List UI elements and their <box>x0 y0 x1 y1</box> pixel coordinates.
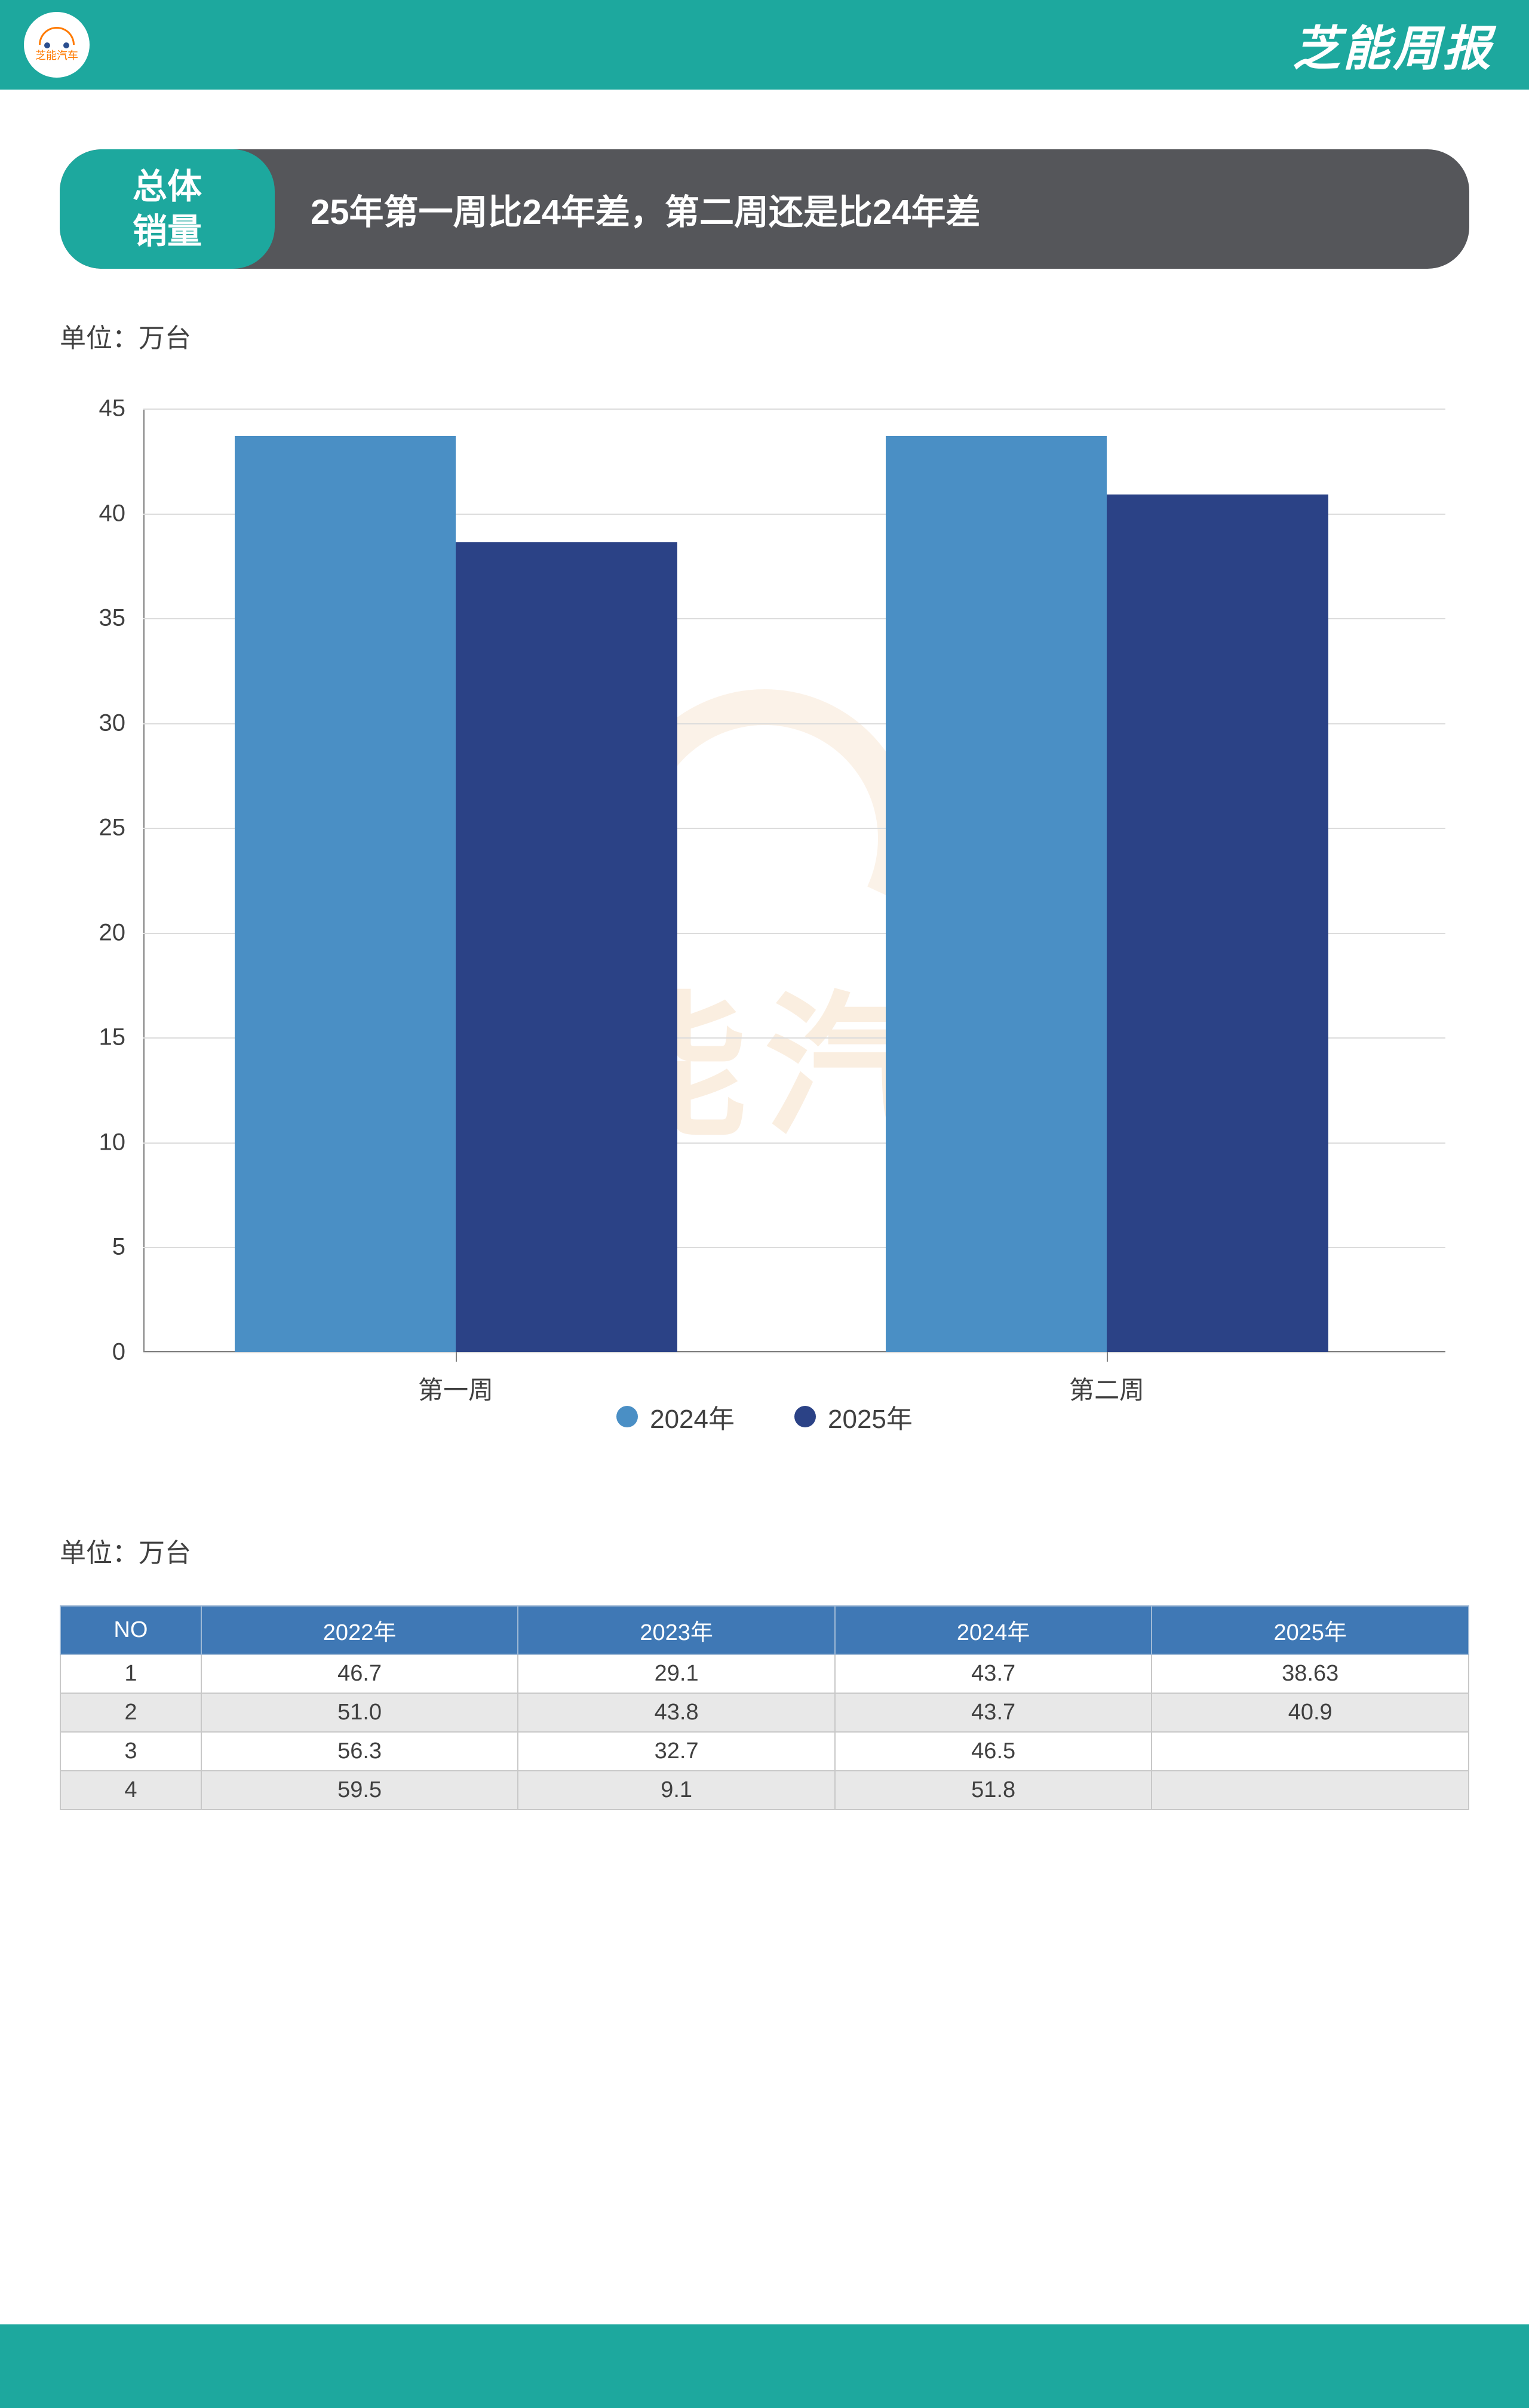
table-cell: 59.5 <box>201 1771 518 1810</box>
table-cell: 43.7 <box>835 1693 1152 1732</box>
brand-logo: 芝能汽车 <box>24 12 90 78</box>
bar <box>456 542 677 1352</box>
pill-line-1: 总体 <box>133 164 202 209</box>
y-tick-label: 40 <box>99 500 126 527</box>
section-title-bar: 总体 销量 25年第一周比24年差，第二周还是比24年差 <box>60 149 1469 269</box>
logo-text: 芝能汽车 <box>35 47 78 63</box>
x-tick <box>456 1352 457 1362</box>
legend-label: 2025年 <box>828 1398 913 1436</box>
legend-item: 2025年 <box>794 1398 913 1436</box>
table-cell: 40.9 <box>1152 1693 1469 1732</box>
table-cell: 43.8 <box>518 1693 835 1732</box>
y-tick-label: 30 <box>99 710 126 736</box>
chart-legend: 2024年 2025年 <box>60 1398 1469 1436</box>
table-row: 251.043.843.740.9 <box>60 1693 1469 1732</box>
table-header-cell: 2023年 <box>518 1606 835 1654</box>
unit-label-top: 单位：万台 <box>60 317 1469 355</box>
pill-line-2: 销量 <box>133 209 202 254</box>
table-cell: 9.1 <box>518 1771 835 1810</box>
bar <box>1107 494 1328 1352</box>
y-tick-label: 25 <box>99 815 126 841</box>
site-title: 芝能周报 <box>1292 10 1493 79</box>
table-row: 459.59.151.8 <box>60 1771 1469 1810</box>
table-header-cell: NO <box>60 1606 201 1654</box>
gridline <box>143 1352 1445 1353</box>
table-row: 146.729.143.738.63 <box>60 1654 1469 1693</box>
table-header-cell: 2022年 <box>201 1606 518 1654</box>
y-tick-label: 45 <box>99 395 126 422</box>
y-tick-label: 0 <box>112 1339 125 1366</box>
legend-swatch <box>794 1406 816 1427</box>
y-tick-label: 15 <box>99 1024 126 1051</box>
table-cell: 56.3 <box>201 1732 518 1771</box>
table-cell: 32.7 <box>518 1732 835 1771</box>
table-cell: 46.5 <box>835 1732 1152 1771</box>
table-cell <box>1152 1732 1469 1771</box>
legend-swatch <box>616 1406 638 1427</box>
y-tick-label: 20 <box>99 919 126 946</box>
section-title-text: 25年第一周比24年差，第二周还是比24年差 <box>311 184 981 234</box>
table-header-cell: 2024年 <box>835 1606 1152 1654</box>
y-axis <box>143 408 145 1352</box>
car-icon <box>39 27 75 45</box>
bar <box>235 436 456 1352</box>
chart-plot-area: 051015202530354045第一周第二周 <box>143 408 1445 1352</box>
table-cell: 1 <box>60 1654 201 1693</box>
y-tick-label: 35 <box>99 605 126 632</box>
table-cell <box>1152 1771 1469 1810</box>
table-cell: 3 <box>60 1732 201 1771</box>
unit-label-bottom: 单位：万台 <box>60 1531 1469 1570</box>
legend-label: 2024年 <box>650 1398 735 1436</box>
table-cell: 51.8 <box>835 1771 1152 1810</box>
table-cell: 43.7 <box>835 1654 1152 1693</box>
data-table: NO2022年2023年2024年2025年 146.729.143.738.6… <box>60 1605 1469 1810</box>
y-tick-label: 10 <box>99 1129 126 1156</box>
data-table-wrap: NO2022年2023年2024年2025年 146.729.143.738.6… <box>60 1605 1469 1810</box>
table-cell: 38.63 <box>1152 1654 1469 1693</box>
table-cell: 4 <box>60 1771 201 1810</box>
table-header-cell: 2025年 <box>1152 1606 1469 1654</box>
sales-bar-chart: 芝能汽车 051015202530354045第一周第二周 2024年2025年 <box>60 408 1469 1484</box>
table-row: 356.332.746.5 <box>60 1732 1469 1771</box>
footer-shadow-text <box>0 2283 1529 2324</box>
x-tick <box>1107 1352 1108 1362</box>
table-cell: 29.1 <box>518 1654 835 1693</box>
y-tick-label: 5 <box>112 1234 125 1261</box>
table-cell: 51.0 <box>201 1693 518 1732</box>
header-bar: 芝能汽车 芝能周报 <box>0 0 1529 90</box>
gridline <box>143 408 1445 410</box>
table-cell: 46.7 <box>201 1654 518 1693</box>
footer-bar <box>0 2324 1529 2408</box>
table-cell: 2 <box>60 1693 201 1732</box>
bar <box>886 436 1107 1352</box>
section-pill: 总体 销量 <box>60 149 275 269</box>
legend-item: 2024年 <box>616 1398 735 1436</box>
